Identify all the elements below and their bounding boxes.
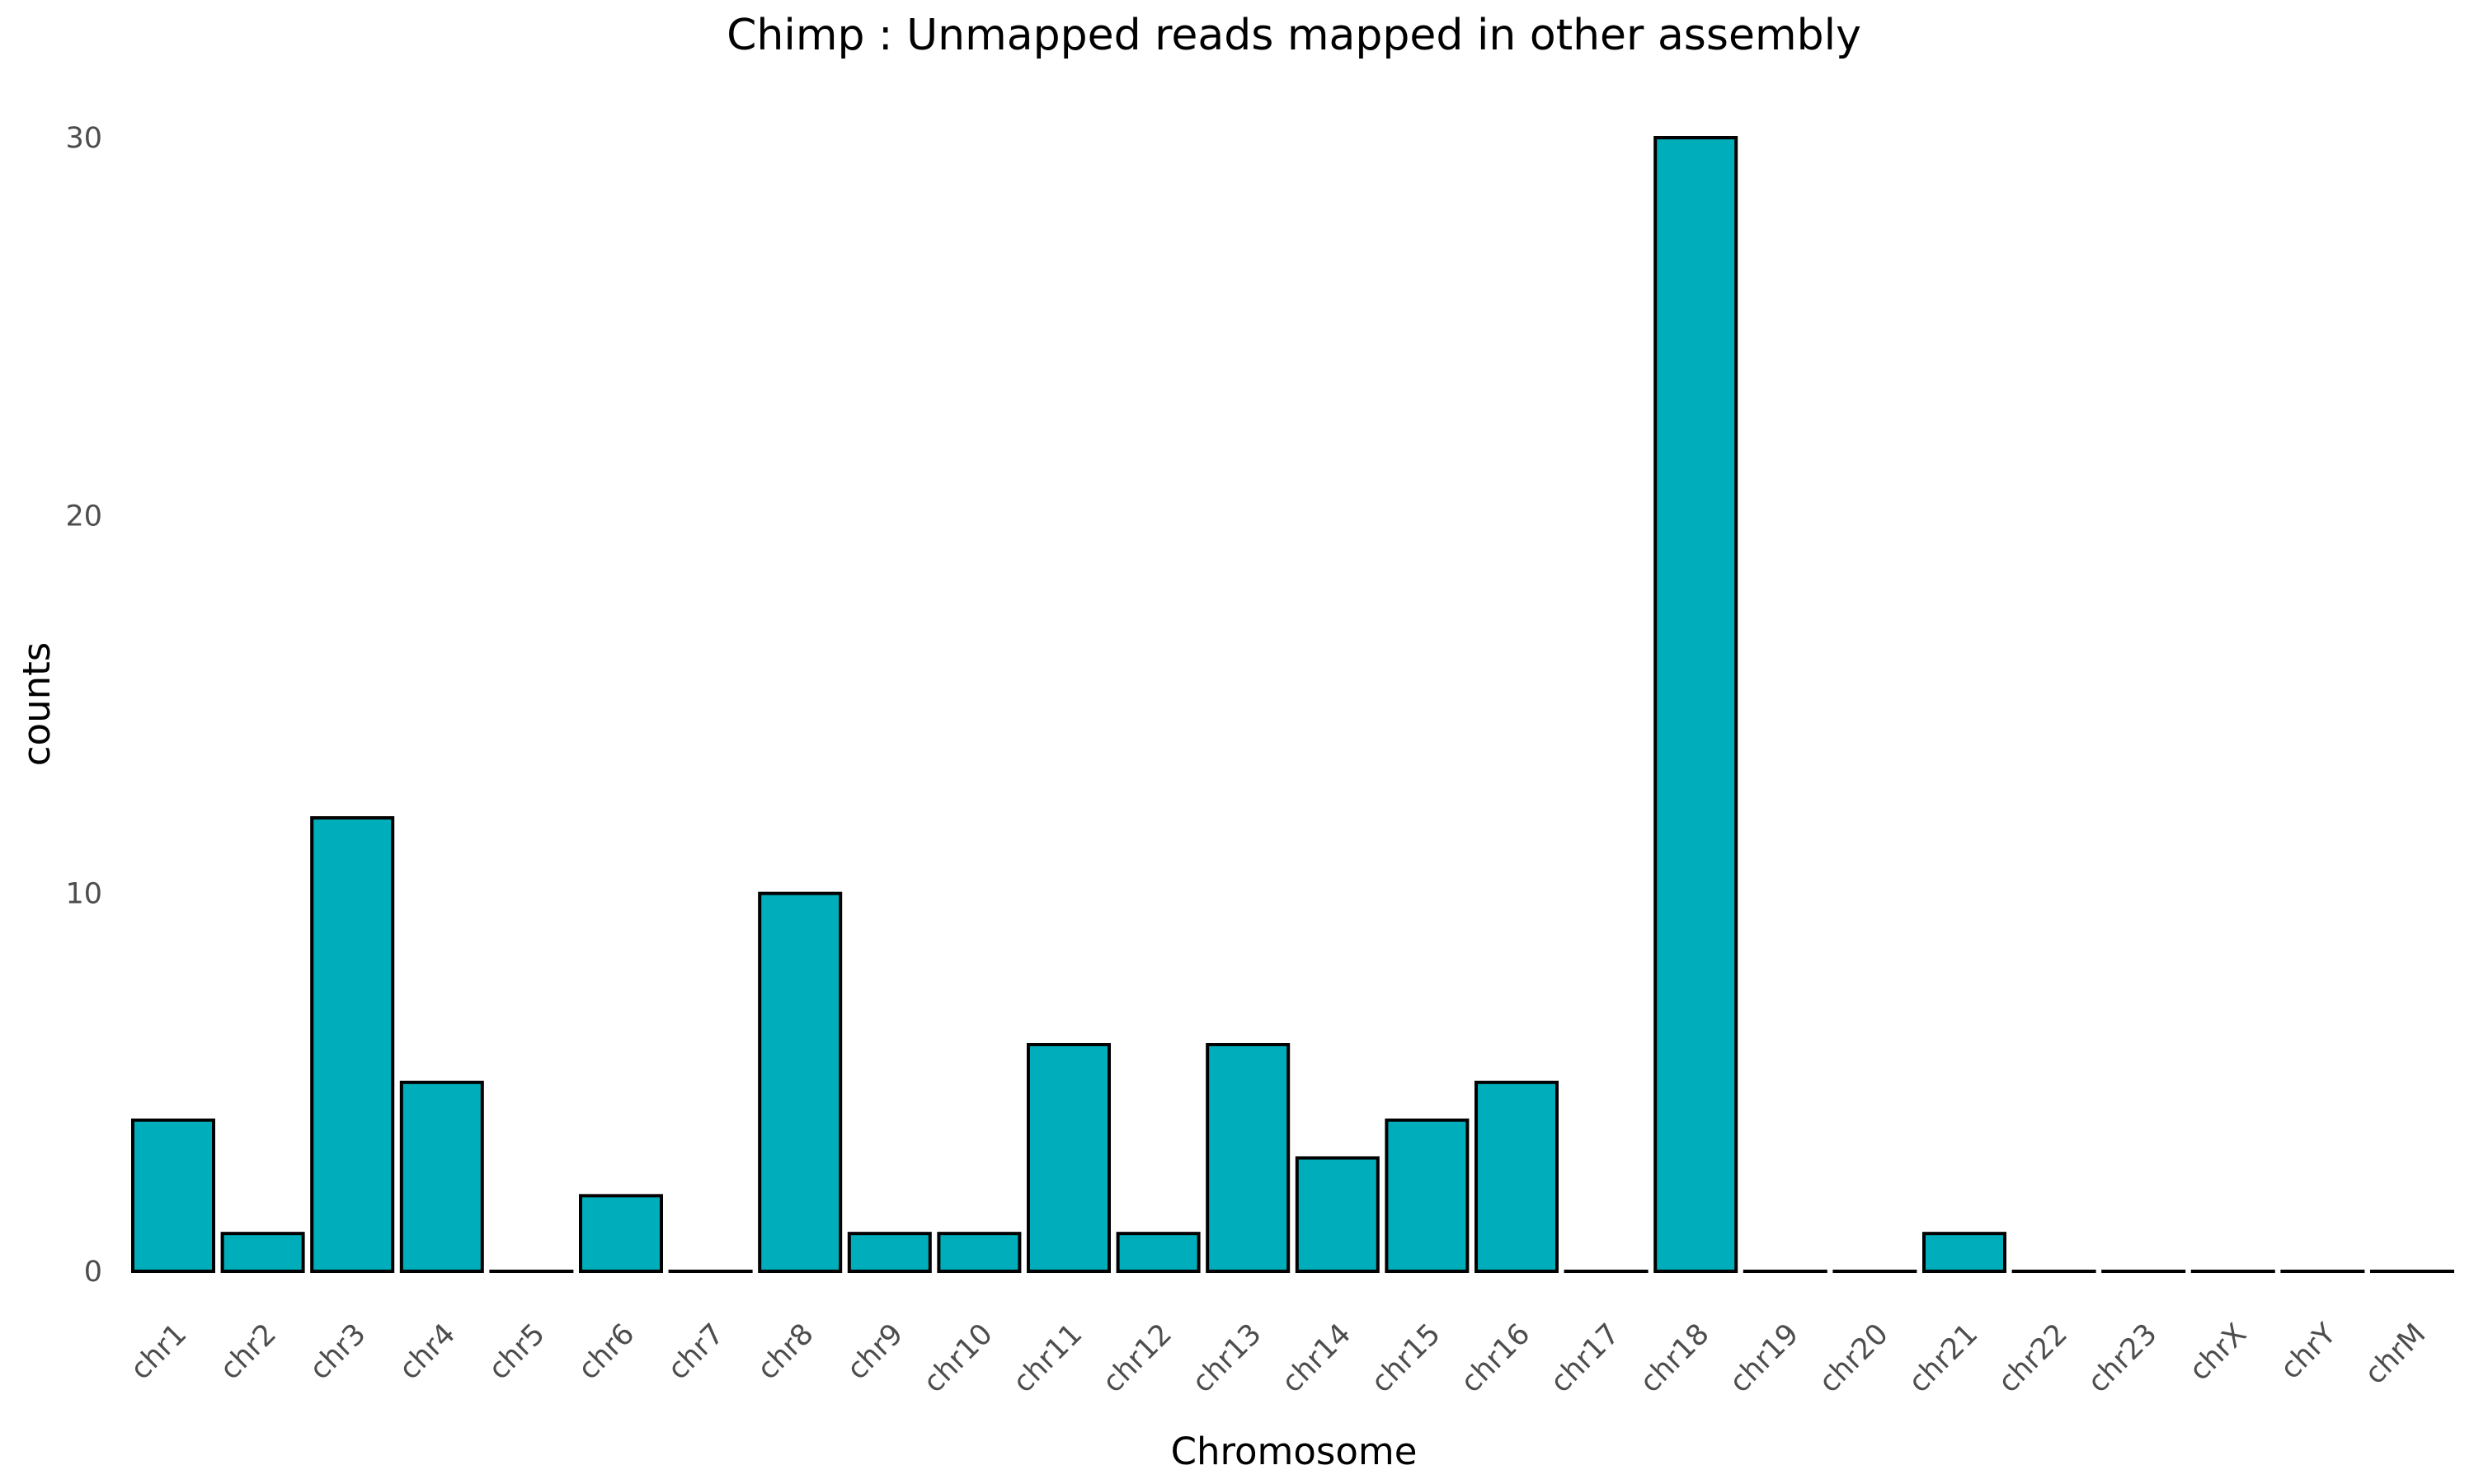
x-tick-label: chr4 — [393, 1317, 463, 1387]
x-tick-label: chr20 — [1813, 1317, 1895, 1399]
y-axis-label: counts — [15, 642, 59, 766]
x-tick-label: chr19 — [1724, 1317, 1805, 1399]
chart-title: Chimp : Unmapped reads mapped in other a… — [727, 11, 1861, 60]
bar-chr1 — [131, 1118, 215, 1273]
x-tick-label: chr3 — [303, 1317, 373, 1387]
x-tick-label: chr2 — [214, 1317, 283, 1387]
bar-chr18 — [1653, 136, 1738, 1273]
y-axis-ticks: 0 10 20 30 — [65, 122, 102, 1289]
bar-chr16 — [1475, 1080, 1559, 1274]
x-tick-label: chr6 — [572, 1317, 642, 1387]
x-tick-label: chr10 — [918, 1317, 999, 1399]
y-tick-label: 20 — [65, 500, 102, 533]
x-tick-label: chr16 — [1455, 1317, 1536, 1399]
bar-chr13 — [1206, 1043, 1291, 1273]
bar-chr6 — [579, 1194, 663, 1274]
bar-chr14 — [1295, 1156, 1380, 1273]
bar-chr9 — [847, 1232, 932, 1273]
x-tick-label: chr17 — [1545, 1317, 1626, 1399]
bar-chr10 — [937, 1232, 1022, 1273]
x-tick-label: chr9 — [841, 1317, 910, 1387]
x-tick-label: chrY — [2274, 1317, 2343, 1386]
x-tick-label: chr21 — [1903, 1317, 1984, 1399]
bar-chr21 — [1922, 1232, 2006, 1273]
bar-chr2 — [220, 1232, 305, 1273]
x-tick-label: chr12 — [1097, 1317, 1178, 1399]
x-tick-label: chr18 — [1634, 1317, 1715, 1399]
bars — [131, 136, 2454, 1274]
x-tick-label: chrX — [2183, 1317, 2253, 1388]
bar-chr8 — [758, 891, 843, 1273]
x-tick-label: chr23 — [2081, 1317, 2163, 1399]
x-axis-label: Chromosome — [1171, 1430, 1418, 1473]
y-tick-label: 0 — [84, 1256, 102, 1289]
x-tick-label: chr14 — [1276, 1317, 1357, 1399]
x-tick-label: chrM — [2359, 1317, 2432, 1391]
x-tick-label: chr1 — [125, 1317, 194, 1387]
bar-chr4 — [399, 1080, 484, 1274]
x-tick-label: chr11 — [1007, 1317, 1089, 1399]
x-tick-label: chr5 — [482, 1317, 552, 1387]
x-tick-label: chr7 — [661, 1317, 731, 1387]
bar-chr15 — [1385, 1118, 1470, 1273]
x-tick-label: chr8 — [751, 1317, 821, 1387]
x-tick-label: chr15 — [1366, 1317, 1447, 1399]
bar-chr11 — [1027, 1043, 1111, 1273]
x-tick-label: chr22 — [1992, 1317, 2074, 1399]
x-tick-label: chr13 — [1186, 1317, 1268, 1399]
bar-chr3 — [310, 816, 395, 1273]
bar-chr12 — [1116, 1232, 1201, 1273]
y-tick-label: 10 — [65, 878, 102, 911]
x-axis-ticks: chr1 chr2 chr3 chr4 chr5 chr6 chr7 chr8 chr9 chr1… — [125, 1317, 2433, 1400]
y-tick-label: 30 — [65, 122, 102, 155]
